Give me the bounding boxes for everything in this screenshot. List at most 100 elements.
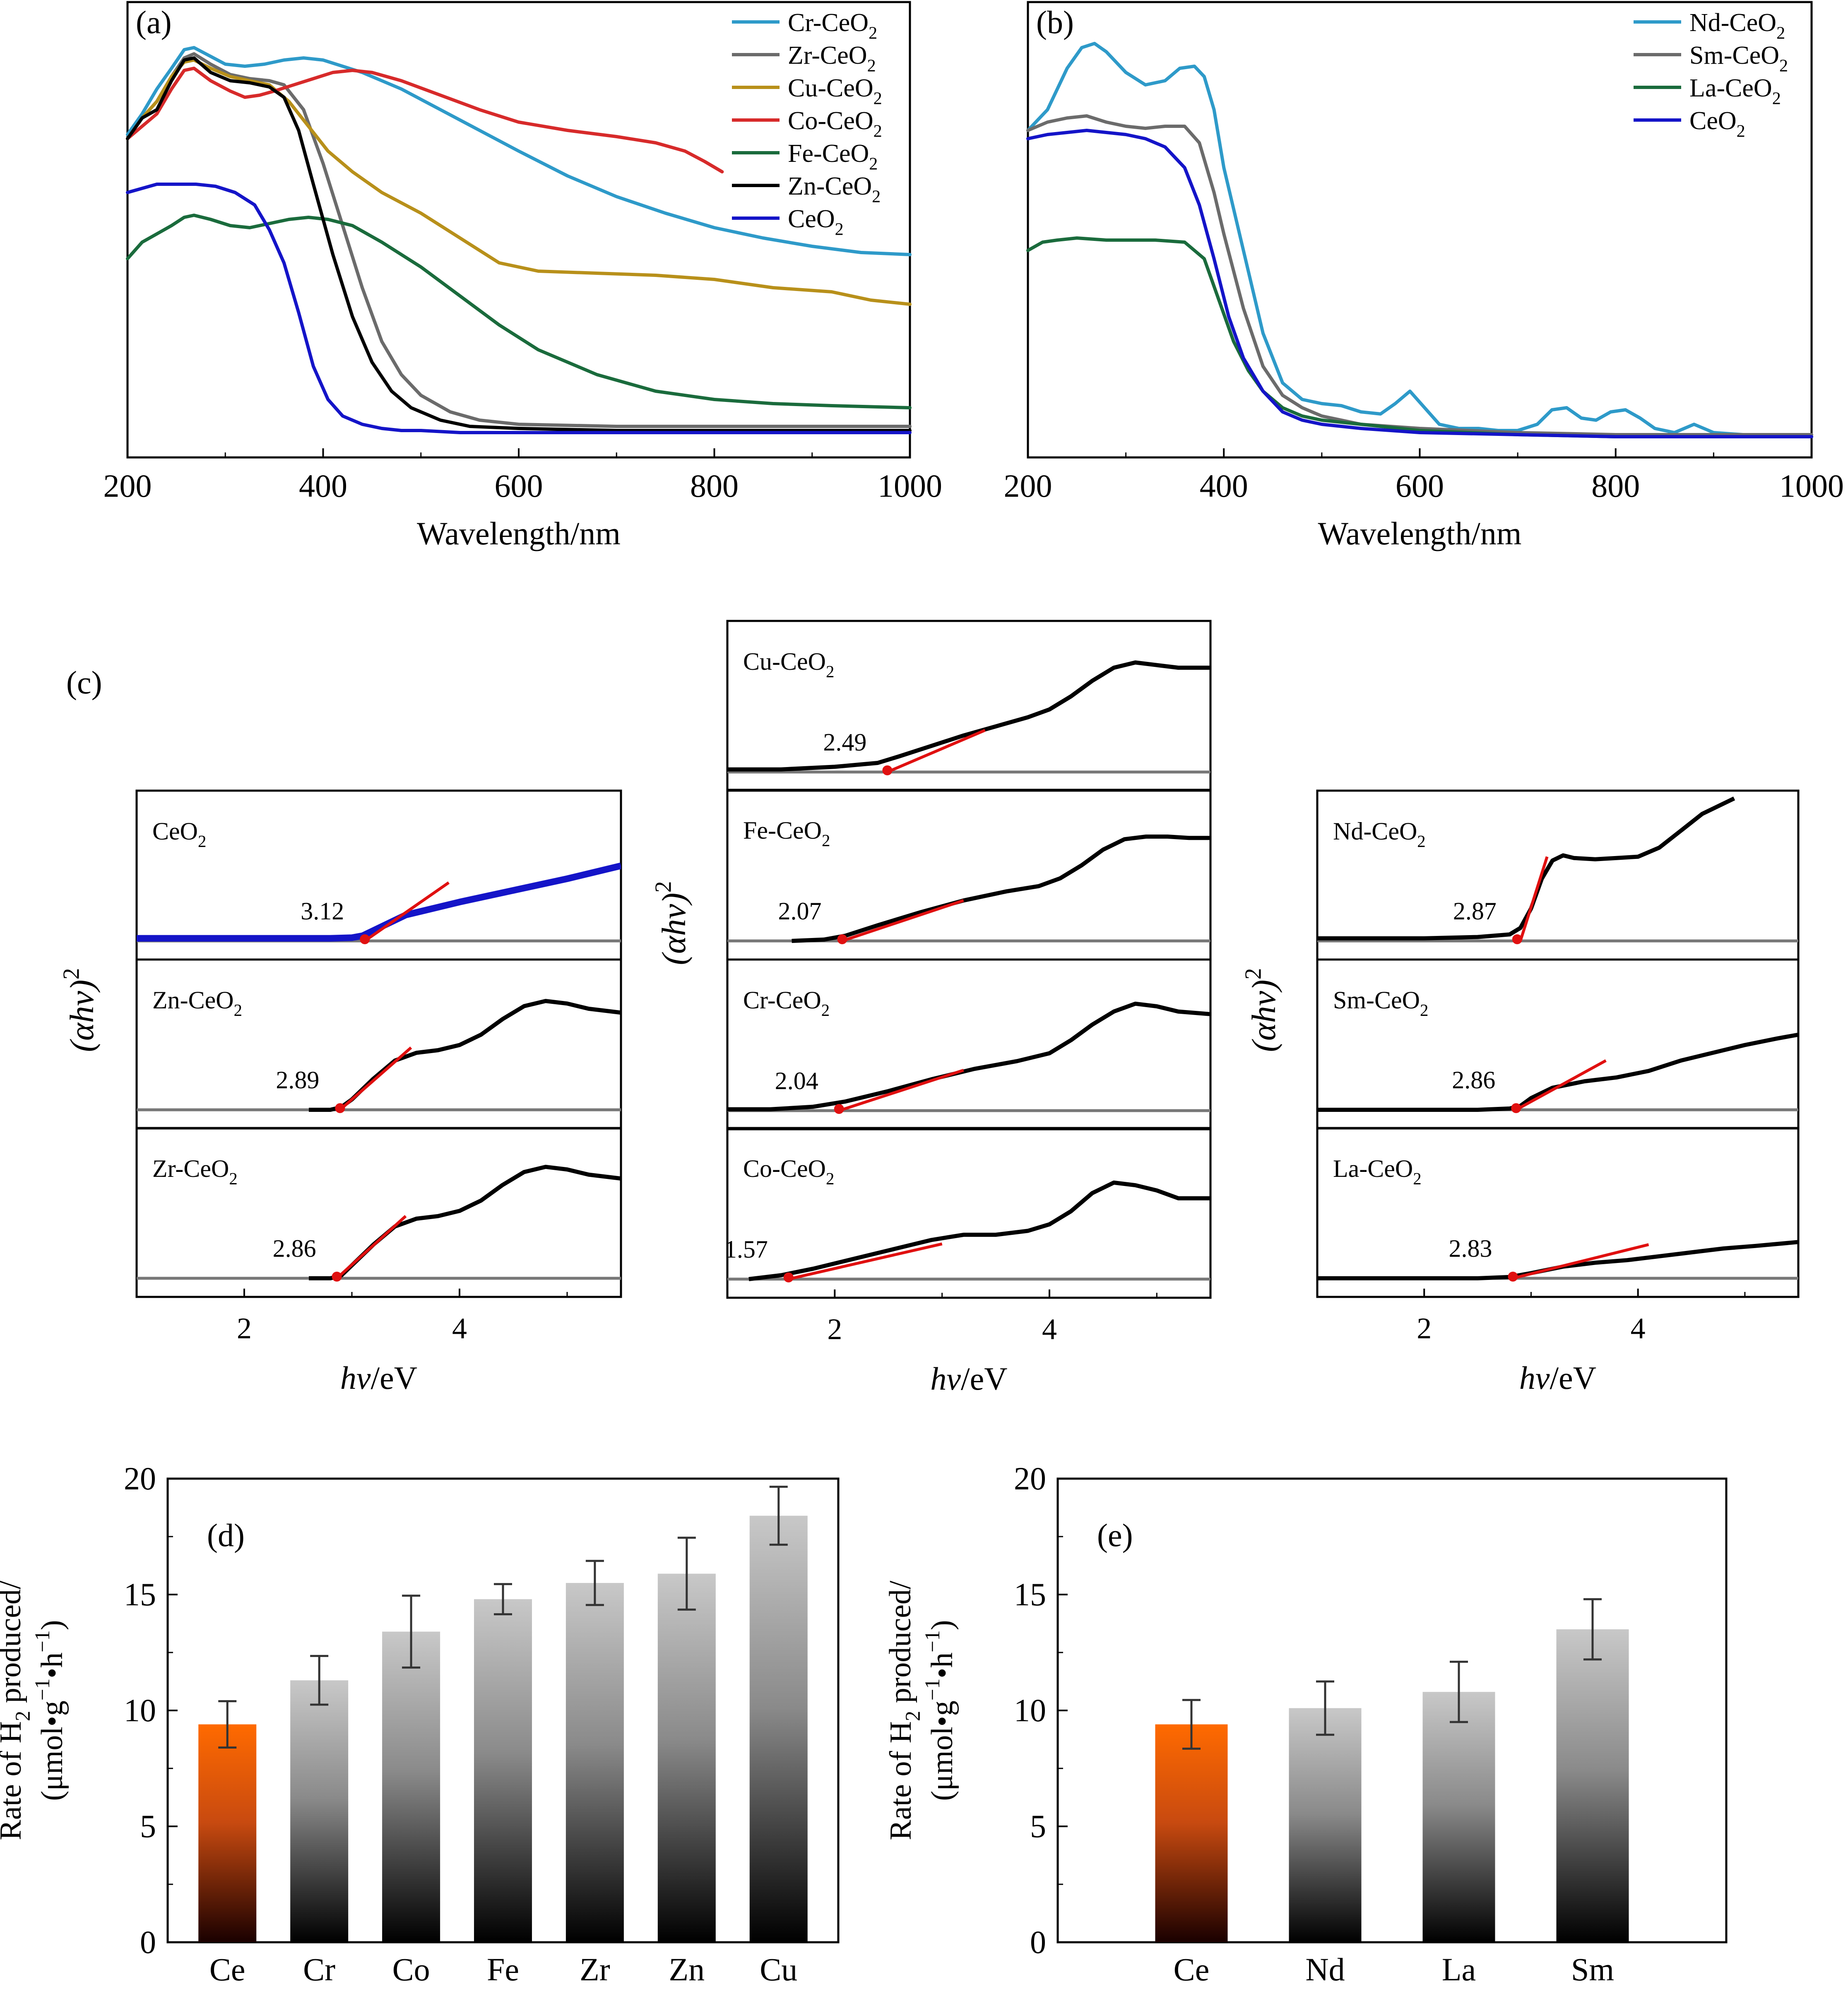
- legend-label: Cr-CeO2: [788, 9, 877, 43]
- linear-fit-line: [336, 1215, 407, 1280]
- x-axis-label: hv/eV: [930, 1361, 1007, 1397]
- y-axis-label-part: 2: [59, 968, 84, 980]
- band-gap-marker: [834, 1104, 844, 1114]
- legend-label-part: 2: [872, 187, 881, 207]
- x-axis-label: Wavelength/nm: [417, 515, 621, 551]
- subplot-label-part: Co-CeO: [743, 1155, 826, 1182]
- y-axis-label-line2-part: ): [925, 1620, 959, 1631]
- y-tick-label: 10: [124, 1692, 156, 1728]
- legend-label: Zn-CeO2: [788, 172, 881, 207]
- y-axis-label-line1-part: Rate of H: [884, 1721, 918, 1840]
- y-tick-label: 0: [140, 1924, 156, 1960]
- subplot-label-part: Sm-CeO: [1333, 986, 1420, 1014]
- x-tick-label: 1000: [1779, 468, 1844, 504]
- y-axis-label-line2-part: (μmol•g: [925, 1701, 959, 1801]
- y-axis-label-line2-part: −1: [921, 1679, 944, 1701]
- x-axis-label-part: /eV: [1550, 1360, 1597, 1396]
- y-axis-label-line2-part: •h: [925, 1652, 959, 1679]
- legend-label-part: 2: [869, 24, 877, 43]
- legend-label-part: 2: [873, 89, 882, 108]
- linear-fit-line: [364, 881, 450, 942]
- bar: [1422, 1692, 1495, 1942]
- category-label: Fe: [487, 1951, 519, 1987]
- y-axis-label-line1-part: produced/: [883, 1580, 917, 1711]
- tauc-curve: [748, 1180, 1210, 1281]
- y-axis-label-line1: Rate of H2 produced/: [0, 1580, 34, 1840]
- bar: [565, 1583, 624, 1942]
- subplot-label-part: CeO: [152, 818, 198, 845]
- series-line: [126, 58, 912, 306]
- x-tick-label: 4: [1042, 1313, 1057, 1346]
- y-tick-label: 15: [124, 1576, 156, 1612]
- x-axis-label: Wavelength/nm: [1318, 515, 1522, 551]
- series-line: [126, 67, 724, 173]
- subplot-frame: [1316, 958, 1800, 1130]
- category-label: Co: [392, 1951, 430, 1987]
- subplot-label: Zr-CeO2: [152, 1155, 238, 1188]
- legend-label-part: La-CeO: [1689, 74, 1772, 102]
- subplot-label-part: Fe-CeO: [743, 817, 822, 844]
- bar: [474, 1599, 532, 1942]
- band-gap-marker: [837, 934, 847, 944]
- legend-label-part: CeO: [788, 205, 835, 233]
- bar: [1155, 1724, 1228, 1942]
- subplot-frame: [726, 620, 1212, 792]
- category-label: Cr: [303, 1951, 335, 1987]
- legend-label-part: Zn-CeO: [788, 172, 872, 200]
- legend-label: CeO2: [788, 205, 844, 239]
- category-label: La: [1442, 1951, 1476, 1987]
- tauc-curve: [309, 999, 621, 1112]
- series-line: [1026, 114, 1813, 436]
- subplot-frame: [135, 958, 622, 1130]
- y-axis-label-line2: (μmol•g−1•h−1): [921, 1620, 959, 1801]
- series-line: [126, 52, 912, 428]
- bar: [290, 1680, 349, 1942]
- band-gap-marker: [1508, 1272, 1518, 1282]
- legend-label: Sm-CeO2: [1689, 41, 1788, 76]
- x-tick-label: 600: [1396, 468, 1444, 504]
- y-tick-label: 5: [140, 1808, 156, 1844]
- x-tick-label: 2: [827, 1313, 842, 1346]
- bar: [198, 1724, 257, 1942]
- x-tick-label: 400: [1200, 468, 1248, 504]
- subplot-frame: [1316, 1127, 1800, 1298]
- band-gap-marker: [360, 934, 370, 944]
- subplot-label-part: 2: [1413, 1169, 1421, 1188]
- category-label: Cu: [760, 1951, 797, 1987]
- x-tick-label: 4: [1631, 1312, 1646, 1345]
- bar: [657, 1573, 716, 1942]
- x-tick-label: 800: [1591, 468, 1640, 504]
- series-line: [126, 214, 912, 409]
- legend-label-part: Zr-CeO: [788, 41, 867, 70]
- x-axis-label-part: /eV: [371, 1360, 418, 1396]
- y-axis-label-line2-part: ): [35, 1620, 69, 1631]
- subplot-label-part: 2: [822, 831, 830, 850]
- panel-label: (d): [207, 1517, 245, 1553]
- x-tick-label: 2: [237, 1312, 252, 1345]
- legend-label-part: Co-CeO: [788, 107, 873, 135]
- subplot-label-part: Nd-CeO: [1333, 818, 1417, 845]
- series-line: [1026, 129, 1813, 438]
- panel-label: (a): [136, 4, 172, 40]
- subplot-label-part: 2: [198, 832, 206, 851]
- tauc-curve: [1317, 1240, 1798, 1280]
- legend-label: Co-CeO2: [788, 107, 882, 141]
- band-gap-value: 2.89: [276, 1066, 319, 1094]
- subplot-frame: [726, 789, 1212, 961]
- subplot-label-part: 2: [1420, 1001, 1428, 1020]
- tauc-curve: [1317, 796, 1735, 940]
- category-label: Zr: [580, 1951, 610, 1987]
- linear-fit-line: [339, 1046, 412, 1111]
- y-axis-label-part: 2: [651, 881, 676, 893]
- panel-label: (c): [66, 664, 102, 700]
- legend-label: CeO2: [1689, 107, 1745, 141]
- band-gap-marker: [783, 1272, 794, 1282]
- category-label: Zn: [669, 1951, 705, 1987]
- y-axis-label-line2-part: (μmol•g: [35, 1701, 69, 1801]
- subplot-label: Co-CeO2: [743, 1155, 834, 1188]
- band-gap-value: 3.12: [301, 897, 344, 925]
- subplot-label: Zn-CeO2: [152, 986, 242, 1020]
- series-line: [126, 46, 912, 256]
- band-gap-marker: [335, 1103, 345, 1113]
